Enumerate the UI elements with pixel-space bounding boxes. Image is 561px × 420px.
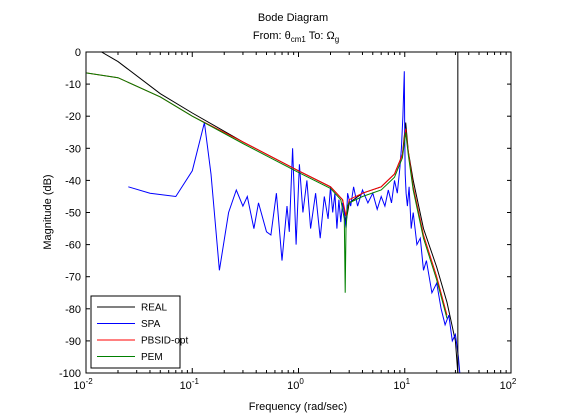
axes-box	[85, 51, 512, 374]
legend-label-real: REAL	[141, 303, 168, 314]
chart-title: Bode Diagram	[258, 12, 328, 24]
legend-label-pbsid-opt: PBSID-opt	[141, 336, 188, 347]
series-layer	[86, 52, 461, 373]
y-tick-label: -40	[65, 175, 81, 187]
legend: REAL SPA PBSID-opt PEM	[90, 295, 188, 369]
subtitle-to-subscript: g	[335, 35, 339, 44]
x-tick-label: 100	[287, 377, 304, 392]
y-tick-label: -100	[59, 368, 81, 380]
y-tick-label: -50	[65, 208, 81, 220]
y-tick-label: -80	[65, 304, 81, 316]
y-tick-label: -10	[65, 79, 81, 91]
y-tick-label: -60	[65, 240, 81, 252]
y-tick-label: 0	[75, 47, 81, 59]
x-tick-label: 10-2	[73, 377, 93, 392]
legend-items: REAL SPA PBSID-opt PEM	[97, 303, 188, 363]
y-axis-label: Magnitude (dB)	[42, 174, 54, 249]
y-tick-label: -70	[65, 272, 81, 284]
series-pem-line	[86, 72, 448, 319]
legend-label-pem: PEM	[141, 352, 163, 363]
x-tick-label: 101	[393, 377, 410, 392]
legend-label-spa: SPA	[141, 319, 161, 330]
y-tick-label: -90	[65, 336, 81, 348]
x-tick-label: 10-1	[180, 377, 200, 392]
subtitle-from-label: From: θ	[253, 30, 291, 42]
subtitle-from-subscript: cm1	[291, 35, 307, 44]
subtitle-to-label: To: Ω	[306, 30, 335, 42]
y-tick-label: -20	[65, 111, 81, 123]
x-tick-label: 102	[500, 377, 517, 392]
y-tick-label: -30	[65, 143, 81, 155]
x-axis-label: Frequency (rad/sec)	[249, 401, 347, 413]
chart-subtitle: From: θcm1 To: Ωg	[253, 30, 339, 44]
